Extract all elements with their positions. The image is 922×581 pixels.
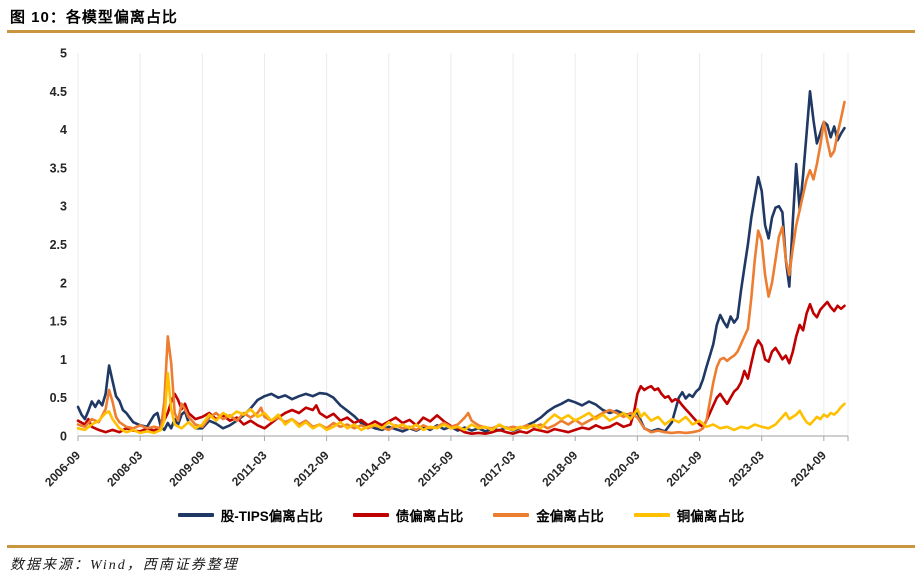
chart-area: 0 0.5 1 1.5 2 2.5 3 3.5 4 4.5 5 2006-09 2008-03 2009… bbox=[0, 36, 922, 502]
legend-label: 股-TIPS偏离占比 bbox=[220, 509, 323, 524]
svg-text:2.5: 2.5 bbox=[50, 238, 67, 252]
legend-line-swatch bbox=[177, 513, 214, 517]
chart-legend: 股-TIPS偏离占比 债偏离占比 金偏离占比 铜偏离占比 bbox=[0, 505, 922, 525]
svg-text:2017-03: 2017-03 bbox=[477, 448, 518, 489]
svg-text:4.5: 4.5 bbox=[50, 85, 67, 99]
svg-text:2018-09: 2018-09 bbox=[539, 448, 580, 489]
x-axis-labels: 2006-09 2008-03 2009-09 2011-03 2012-09 2014-… bbox=[42, 448, 829, 489]
svg-text:5: 5 bbox=[60, 47, 67, 61]
footer-divider-rule bbox=[7, 545, 915, 548]
legend-item: 股-TIPS偏离占比 bbox=[177, 505, 323, 525]
svg-text:2008-03: 2008-03 bbox=[104, 448, 145, 489]
legend-label: 金偏离占比 bbox=[536, 509, 604, 524]
svg-text:2023-03: 2023-03 bbox=[726, 448, 767, 489]
y-axis-labels: 0 0.5 1 1.5 2 2.5 3 3.5 4 4.5 5 bbox=[50, 47, 67, 444]
svg-text:2024-09: 2024-09 bbox=[788, 448, 829, 489]
figure-title: 图 10：各模型偏离占比 bbox=[10, 9, 178, 26]
svg-text:2015-09: 2015-09 bbox=[415, 448, 456, 489]
svg-text:2: 2 bbox=[60, 276, 67, 290]
svg-text:1.5: 1.5 bbox=[50, 315, 67, 329]
svg-text:3: 3 bbox=[60, 200, 67, 214]
svg-text:2021-09: 2021-09 bbox=[664, 448, 705, 489]
data-source-note: 数据来源：Wind，西南证券整理 bbox=[10, 558, 239, 573]
legend-line-swatch bbox=[352, 513, 389, 517]
svg-text:0: 0 bbox=[60, 430, 67, 444]
svg-text:2012-09: 2012-09 bbox=[291, 448, 332, 489]
grid-lines bbox=[77, 53, 849, 436]
series-lines bbox=[76, 89, 846, 436]
legend-label: 铜偏离占比 bbox=[676, 509, 745, 524]
legend-line-swatch bbox=[633, 513, 670, 517]
svg-text:0.5: 0.5 bbox=[50, 391, 67, 405]
svg-text:2011-03: 2011-03 bbox=[229, 448, 270, 489]
svg-text:3.5: 3.5 bbox=[50, 161, 67, 175]
svg-text:1: 1 bbox=[60, 353, 67, 367]
svg-text:4: 4 bbox=[60, 123, 67, 137]
title-divider-rule bbox=[7, 30, 915, 33]
axis-ticks bbox=[77, 436, 849, 441]
svg-text:2006-09: 2006-09 bbox=[42, 448, 83, 489]
legend-item: 铜偏离占比 bbox=[633, 505, 745, 525]
legend-item: 金偏离占比 bbox=[493, 505, 604, 525]
legend-line-swatch bbox=[493, 513, 530, 517]
legend-item: 债偏离占比 bbox=[352, 505, 464, 525]
svg-text:2014-03: 2014-03 bbox=[353, 448, 394, 489]
svg-text:2009-09: 2009-09 bbox=[166, 448, 207, 489]
plot-svg: 0 0.5 1 1.5 2 2.5 3 3.5 4 4.5 5 2006-09 2008-03 2009… bbox=[42, 47, 849, 489]
svg-text:2020-03: 2020-03 bbox=[601, 448, 642, 489]
legend-label: 债偏离占比 bbox=[395, 509, 464, 524]
